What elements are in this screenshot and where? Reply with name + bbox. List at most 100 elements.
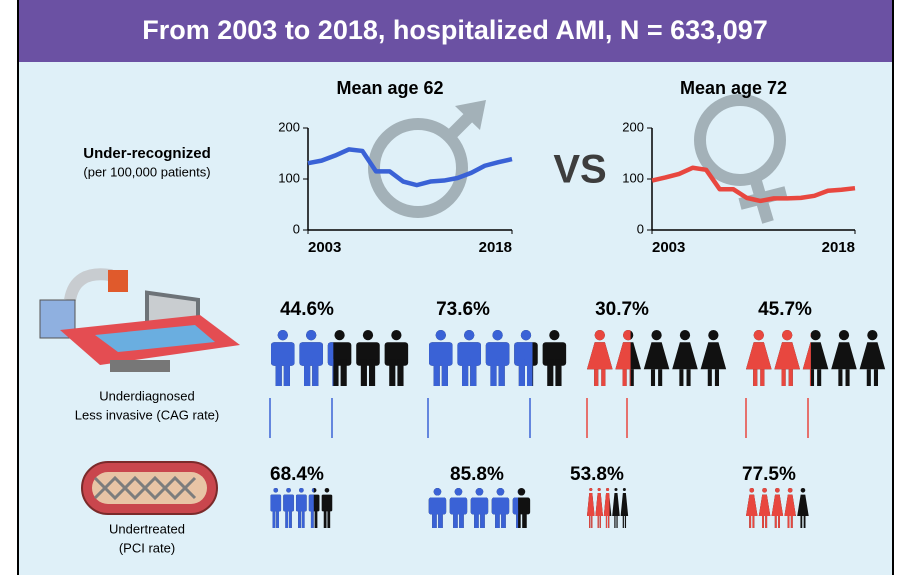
figure-leg xyxy=(438,510,443,528)
figure-head xyxy=(455,488,463,496)
figure-leg xyxy=(432,510,437,528)
figure-head xyxy=(788,488,793,493)
figure-leg xyxy=(462,359,468,386)
figure-leg xyxy=(791,516,793,528)
figure-leg xyxy=(679,369,683,386)
figure-leg xyxy=(285,507,288,528)
header-title: From 2003 to 2018, hospitalized AMI, N =… xyxy=(142,15,768,45)
figure-leg xyxy=(312,359,318,386)
figure-leg xyxy=(598,516,599,528)
figure-leg xyxy=(522,510,527,528)
figure-head xyxy=(549,330,559,340)
y-tick-label: 200 xyxy=(278,119,300,134)
figure-leg xyxy=(651,369,655,386)
figure-head xyxy=(286,488,291,493)
row-sublabel: (PCI rate) xyxy=(119,540,175,555)
figure-leg xyxy=(749,516,751,528)
figure-leg xyxy=(782,369,786,386)
figure-head xyxy=(363,330,373,340)
figure-body xyxy=(270,495,281,512)
figure-leg xyxy=(341,359,347,386)
figure-head xyxy=(754,330,764,340)
figure-head xyxy=(306,330,316,340)
figure-head xyxy=(801,488,806,493)
figure-leg xyxy=(762,516,764,528)
figure-leg xyxy=(591,516,592,528)
x-tick-label: 2018 xyxy=(822,239,855,256)
value-label: 77.5% xyxy=(742,464,796,485)
figure-leg xyxy=(459,510,464,528)
figure-leg xyxy=(846,369,850,386)
figure-leg xyxy=(608,516,609,528)
figure-head xyxy=(497,488,505,496)
figure-body xyxy=(450,498,467,515)
figure-leg xyxy=(804,516,806,528)
figure-body xyxy=(543,342,567,366)
value-label: 53.8% xyxy=(570,464,624,485)
figure-leg xyxy=(304,359,310,386)
row-sublabel: Less invasive (CAG rate) xyxy=(75,407,220,422)
value-label: 68.4% xyxy=(270,464,324,485)
figure-leg xyxy=(480,510,485,528)
figure-leg xyxy=(495,510,500,528)
figure-head xyxy=(623,488,626,491)
figure-leg xyxy=(273,507,276,528)
figure-head xyxy=(598,488,601,491)
chart-title: Mean age 72 xyxy=(680,78,787,98)
figure-leg xyxy=(499,359,505,386)
figure-leg xyxy=(332,359,338,386)
figure-head xyxy=(436,330,446,340)
figure-leg xyxy=(442,359,448,386)
figure-head xyxy=(762,488,767,493)
figure-leg xyxy=(474,510,479,528)
vs-label: VS xyxy=(553,148,606,192)
figure-leg xyxy=(623,516,624,528)
figure-head xyxy=(325,488,330,493)
figure-head xyxy=(273,488,278,493)
figure-head xyxy=(492,330,502,340)
figure-leg xyxy=(760,369,764,386)
value-label: 85.8% xyxy=(450,464,504,485)
y-tick-label: 200 xyxy=(622,119,644,134)
figure-head xyxy=(749,488,754,493)
figure-body xyxy=(356,342,380,366)
figure-head xyxy=(606,488,609,491)
figure-head xyxy=(651,330,661,340)
figure-head xyxy=(334,330,344,340)
value-label: 45.7% xyxy=(758,299,812,320)
figure-leg xyxy=(778,516,780,528)
figure-head xyxy=(589,488,592,491)
chart-title: Mean age 62 xyxy=(336,78,443,98)
figure-leg xyxy=(788,516,790,528)
figure-head xyxy=(278,330,288,340)
figure-leg xyxy=(601,369,605,386)
figure-leg xyxy=(302,507,305,528)
figure-leg xyxy=(369,359,375,386)
figure-leg xyxy=(289,507,292,528)
figure-head xyxy=(775,488,780,493)
figure-leg xyxy=(765,516,767,528)
figure-leg xyxy=(789,369,793,386)
figure-leg xyxy=(817,369,821,386)
figure-leg xyxy=(838,369,842,386)
figure-head xyxy=(614,488,617,491)
figure-leg xyxy=(276,359,282,386)
y-tick-label: 100 xyxy=(622,170,644,185)
figure-leg xyxy=(311,507,314,528)
figure-head xyxy=(299,488,304,493)
figure-leg xyxy=(284,359,290,386)
infographic: From 2003 to 2018, hospitalized AMI, N =… xyxy=(0,0,908,575)
figure-leg xyxy=(519,359,525,386)
row-label: Undertreated xyxy=(109,521,185,536)
figure-leg xyxy=(276,507,279,528)
figure-body xyxy=(486,342,510,366)
figure-head xyxy=(782,330,792,340)
figure-leg xyxy=(606,516,607,528)
figure-leg xyxy=(327,507,330,528)
value-label: 30.7% xyxy=(595,299,649,320)
figure-head xyxy=(680,330,690,340)
figure-head xyxy=(521,330,531,340)
value-label: 73.6% xyxy=(436,299,490,320)
value-label: 44.6% xyxy=(280,299,334,320)
row-label: Underdiagnosed xyxy=(99,388,194,403)
